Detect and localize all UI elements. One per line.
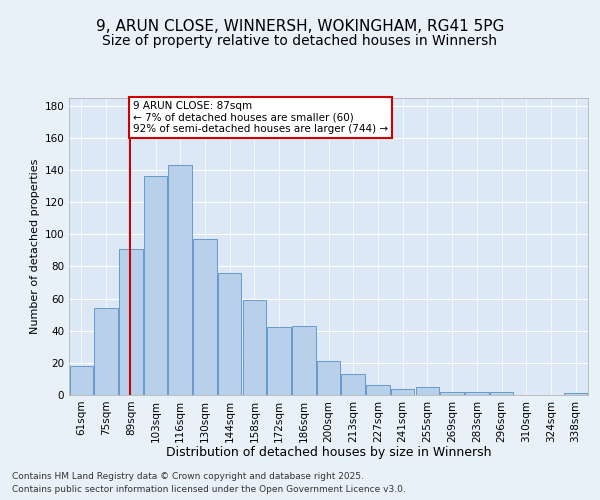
Bar xyxy=(119,248,143,395)
Text: 9, ARUN CLOSE, WINNERSH, WOKINGHAM, RG41 5PG: 9, ARUN CLOSE, WINNERSH, WOKINGHAM, RG41… xyxy=(96,19,504,34)
Bar xyxy=(440,392,464,395)
Bar xyxy=(169,165,192,395)
Text: Contains HM Land Registry data © Crown copyright and database right 2025.: Contains HM Land Registry data © Crown c… xyxy=(12,472,364,481)
Bar xyxy=(94,308,118,395)
Bar xyxy=(465,392,488,395)
Bar xyxy=(317,361,340,395)
Bar xyxy=(193,239,217,395)
Bar xyxy=(70,366,93,395)
Bar xyxy=(391,388,415,395)
Text: Contains public sector information licensed under the Open Government Licence v3: Contains public sector information licen… xyxy=(12,485,406,494)
Bar xyxy=(564,394,587,395)
Bar xyxy=(490,392,513,395)
X-axis label: Distribution of detached houses by size in Winnersh: Distribution of detached houses by size … xyxy=(166,446,491,459)
Text: 9 ARUN CLOSE: 87sqm
← 7% of detached houses are smaller (60)
92% of semi-detache: 9 ARUN CLOSE: 87sqm ← 7% of detached hou… xyxy=(133,100,388,134)
Bar xyxy=(144,176,167,395)
Y-axis label: Number of detached properties: Number of detached properties xyxy=(30,158,40,334)
Bar xyxy=(242,300,266,395)
Text: Size of property relative to detached houses in Winnersh: Size of property relative to detached ho… xyxy=(103,34,497,48)
Bar xyxy=(416,387,439,395)
Bar xyxy=(292,326,316,395)
Bar xyxy=(218,273,241,395)
Bar xyxy=(268,328,291,395)
Bar xyxy=(366,386,389,395)
Bar xyxy=(341,374,365,395)
